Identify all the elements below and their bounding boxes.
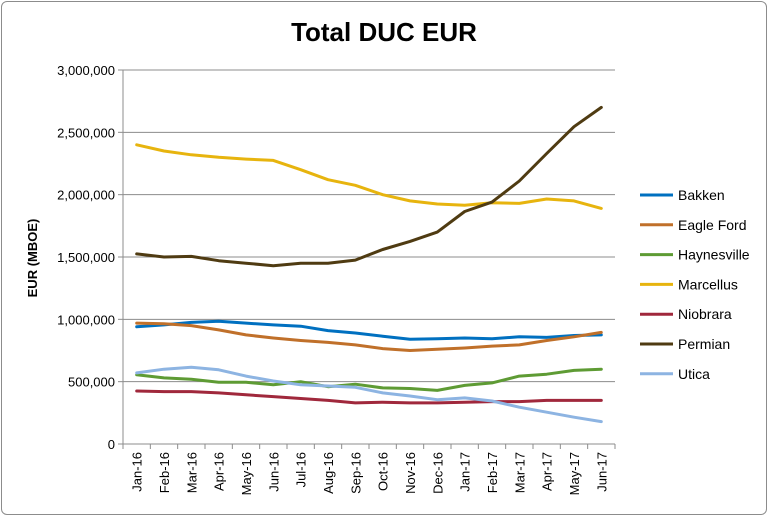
x-tick-label: Feb-17 [485, 452, 500, 493]
x-tick-label: May-17 [567, 452, 582, 495]
x-tick-label: Mar-17 [512, 452, 527, 493]
chart-title: Total DUC EUR [291, 17, 477, 47]
x-tick-label: Jan-16 [130, 452, 145, 492]
x-tick-label: Feb-16 [157, 452, 172, 493]
x-tick-label: Apr-16 [212, 452, 227, 491]
y-tick-label: 2,500,000 [57, 125, 115, 140]
series-line-eagle-ford [135, 321, 603, 352]
legend-label: Bakken [678, 187, 725, 203]
legend-label: Niobrara [678, 306, 732, 322]
y-tick-label: 0 [108, 437, 115, 452]
y-tick-label: 3,000,000 [57, 63, 115, 78]
x-axis-ticks: Jan-16 Feb-16 Mar-16 Apr-16 May-16 Jun-16 Jul-… [122, 444, 616, 495]
series-line-permian [135, 105, 603, 268]
x-tick-label: Jun-16 [266, 452, 281, 492]
series-line-marcellus [135, 143, 603, 210]
series-line-haynesville [135, 367, 603, 392]
x-tick-label: Mar-16 [184, 452, 199, 493]
legend-label: Utica [678, 366, 710, 382]
legend: Bakken Eagle Ford Haynesville Marcellus Niob… [640, 187, 750, 382]
legend-label: Haynesville [678, 247, 750, 263]
legend-label: Eagle Ford [678, 217, 746, 233]
series-line-utica [135, 365, 603, 424]
x-tick-label: Nov-16 [403, 452, 418, 494]
y-tick-label: 2,000,000 [57, 188, 115, 203]
legend-label: Permian [678, 336, 730, 352]
gridlines [123, 69, 615, 383]
y-tick-label: 500,000 [68, 375, 115, 390]
x-tick-label: Jun-17 [594, 452, 609, 492]
x-tick-label: Jul-16 [294, 452, 309, 487]
x-tick-label: Sep-16 [348, 452, 363, 494]
x-tick-label: Oct-16 [376, 452, 391, 491]
series-line-bakken [135, 319, 603, 341]
x-tick-label: May-16 [239, 452, 254, 495]
series-lines [135, 105, 603, 424]
x-tick-label: Aug-16 [321, 452, 336, 494]
x-tick-label: Apr-17 [540, 452, 555, 491]
x-tick-label: Dec-16 [430, 452, 445, 494]
x-tick-label: Jan-17 [458, 452, 473, 492]
y-axis-label: EUR (MBOE) [25, 219, 40, 298]
axes [122, 70, 615, 445]
y-tick-label: 1,500,000 [57, 250, 115, 265]
legend-label: Marcellus [678, 276, 738, 292]
y-axis-ticks: 0 500,000 1,000,000 1,500,000 2,000,000 2,500… [57, 63, 123, 452]
y-tick-label: 1,000,000 [57, 312, 115, 327]
series-line-niobrara [135, 389, 603, 405]
